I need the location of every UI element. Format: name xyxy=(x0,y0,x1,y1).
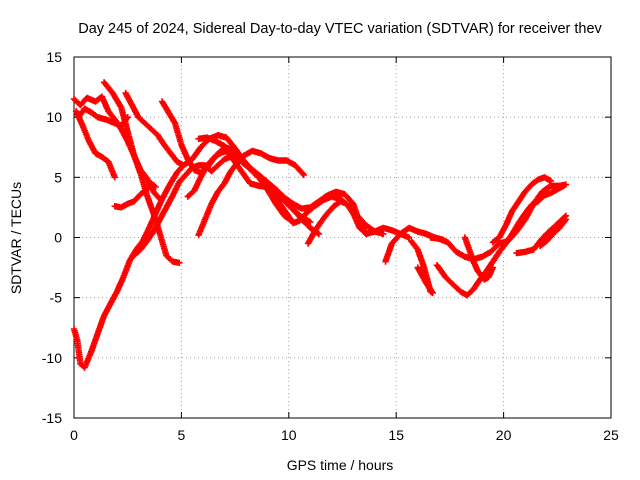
y-axis-label: SDTVAR / TECUs xyxy=(8,182,24,294)
series-arc-5 xyxy=(100,79,164,203)
series-arc-7 xyxy=(111,180,159,211)
series-arc-20 xyxy=(536,216,570,250)
series-arc-3 xyxy=(72,108,118,181)
series-markers xyxy=(433,182,567,299)
x-axis-label: GPS time / hours xyxy=(287,457,394,473)
y-tick-label: 10 xyxy=(46,109,62,125)
y-tick-label: 15 xyxy=(46,49,62,65)
x-tick-label: 15 xyxy=(388,427,404,443)
series-arc-6 xyxy=(122,89,187,169)
x-tick-label: 0 xyxy=(70,427,78,443)
axis-ticks: 0 5 10 15 20 25 -15 -10 -5 0 5 10 15 xyxy=(42,49,619,443)
y-tick-label: 5 xyxy=(54,169,62,185)
series-markers xyxy=(408,237,436,297)
x-tick-label: 10 xyxy=(281,427,297,443)
series-markers xyxy=(184,147,370,238)
series-markers xyxy=(111,180,159,211)
series-arc-17 xyxy=(433,182,567,299)
series-markers xyxy=(489,174,555,246)
x-tick-label: 20 xyxy=(496,427,512,443)
y-tick-label: 0 xyxy=(54,230,62,246)
series-markers xyxy=(513,212,570,257)
series-arc-15 xyxy=(408,237,436,297)
series-markers xyxy=(461,234,497,283)
x-tick-label: 5 xyxy=(178,427,186,443)
series-arc-12 xyxy=(184,147,370,238)
series-arc-21 xyxy=(461,234,497,283)
series-arc-19 xyxy=(513,212,570,257)
x-tick-label: 25 xyxy=(603,427,619,443)
series-arc-10 xyxy=(195,147,307,239)
series-markers xyxy=(195,147,307,239)
series-markers xyxy=(304,198,413,247)
series-arc-13 xyxy=(304,198,413,247)
series-markers xyxy=(70,132,387,371)
y-tick-label: -10 xyxy=(42,350,62,366)
chart-title: Day 245 of 2024, Sidereal Day-to-day VTE… xyxy=(78,21,602,37)
series-markers xyxy=(536,216,570,250)
data-markers xyxy=(70,79,570,371)
y-tick-label: -15 xyxy=(42,410,62,426)
series-arc-18 xyxy=(489,174,555,246)
series-markers xyxy=(72,108,118,181)
gridlines xyxy=(74,57,611,418)
series-markers xyxy=(100,79,164,203)
y-tick-label: -5 xyxy=(50,290,63,306)
series-arc-1 xyxy=(70,132,387,371)
series-markers xyxy=(122,89,187,169)
